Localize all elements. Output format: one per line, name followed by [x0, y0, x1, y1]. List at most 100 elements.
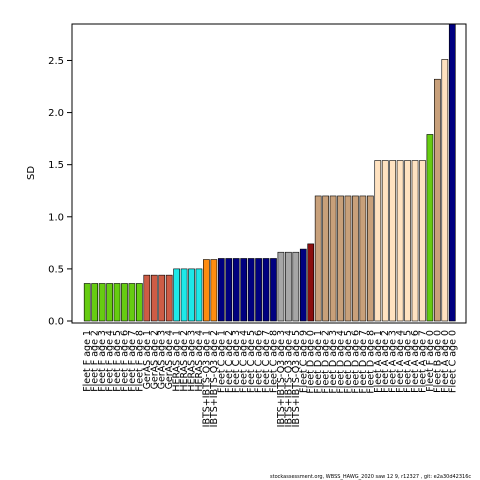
x-tick-label: Fleet C age 9: [298, 330, 309, 393]
bar: [307, 243, 315, 322]
x-tick-label: IBTS+IBTS-Q3 age 5: [291, 330, 302, 427]
bars-group: [83, 23, 456, 322]
bar: [381, 160, 389, 322]
bar: [366, 195, 374, 322]
x-tick-label: Fleet F age 7: [127, 330, 138, 392]
bar: [426, 134, 434, 322]
bar: [83, 283, 91, 322]
bar: [128, 283, 136, 322]
bar: [113, 283, 121, 322]
x-tick-label: Fleet C age 1: [216, 330, 227, 393]
bar: [396, 160, 404, 322]
bar: [143, 274, 151, 322]
bar: [203, 259, 210, 322]
x-tick-label: Fleet F age 8: [134, 330, 145, 392]
x-tick-label: Fleet D age 3: [328, 330, 339, 394]
bar: [165, 274, 173, 322]
bar: [448, 23, 456, 322]
bar: [180, 268, 188, 322]
x-tick-label: Fleet D age 2: [321, 330, 332, 394]
x-tick-label: GerAS age 3: [157, 330, 168, 389]
x-tick-label: Fleet F age 2: [90, 330, 101, 392]
x-tick-label: Fleet D age 0: [306, 330, 317, 394]
x-tick-label: Fleet F age 1: [82, 330, 93, 392]
x-tick-label: IBTS+IBTS-Q3 age 1: [201, 330, 212, 427]
bar: [277, 251, 285, 322]
bar: [411, 160, 419, 322]
bar: [292, 251, 300, 322]
bar: [158, 274, 166, 322]
x-tick-label: Fleet A age 5: [403, 330, 414, 393]
x-tick-label: Fleet D age 6: [350, 330, 361, 394]
bar: [329, 195, 337, 322]
bar: [173, 268, 180, 322]
x-tick-label: GerAS age 4: [164, 330, 175, 389]
plot-frame: [71, 23, 467, 324]
x-tick-label: Fleet A age 1: [373, 330, 384, 393]
y-axis-label: SD: [26, 166, 37, 180]
x-tick-label: Fleet D age 5: [343, 330, 354, 394]
x-tick-label: Fleet A age 4: [395, 330, 406, 393]
bar: [255, 258, 262, 322]
bar: [434, 78, 441, 322]
x-tick-label: Fleet F age 5: [112, 330, 123, 392]
x-tick-label: Fleet C age 4: [239, 330, 250, 393]
x-tick-label: GerAS age 1: [142, 330, 153, 389]
bar: [106, 283, 113, 322]
bar: [217, 258, 225, 322]
bar: [337, 195, 344, 322]
bar: [262, 258, 270, 322]
x-tick-label: GerAS age 2: [149, 330, 160, 389]
x-tick-label: Fleet F age 6: [119, 330, 130, 392]
bar: [98, 283, 106, 322]
y-tick-label: 0.0: [48, 317, 64, 328]
x-tick-label: Fleet D age 7: [358, 330, 369, 394]
y-tick-label: 2.5: [48, 56, 64, 67]
bar: [352, 195, 359, 322]
bar: [210, 259, 218, 322]
bar: [188, 268, 195, 322]
bar: [359, 195, 367, 322]
bar: [344, 195, 352, 322]
x-tick-label: Fleet A age 0: [440, 330, 451, 393]
bar: [247, 258, 255, 322]
bar: [195, 268, 203, 322]
bar: [389, 160, 397, 322]
x-tick-label: Fleet C age 6: [254, 330, 265, 393]
bar: [240, 258, 248, 322]
x-tick-label: Fleet C age 8: [268, 330, 279, 393]
x-tick-label: IBTS+IBTS-Q3 age 2: [209, 330, 220, 427]
x-tick-label: Fleet F age 3: [97, 330, 108, 392]
y-tick-label: 0.5: [48, 264, 64, 275]
x-tick-label: Fleet D age 1: [313, 330, 324, 394]
y-tick-label: 1.0: [48, 212, 64, 223]
bar: [150, 274, 158, 322]
x-tick-label: IBTS+IBTS-Q3 age 3: [276, 330, 287, 427]
bar: [225, 258, 233, 322]
y-tick-label: 1.5: [48, 160, 64, 171]
y-tick-label: 2.0: [48, 108, 64, 119]
x-tick-label: Fleet C age 3: [231, 330, 242, 393]
x-tick-label: HERAS age 3: [187, 330, 198, 392]
x-tick-label: Fleet B age 0: [432, 330, 443, 393]
bar: [136, 283, 143, 322]
x-tick-label: Fleet D age 4: [336, 330, 347, 394]
bar: [374, 160, 382, 322]
x-tick-label: Fleet A age 6: [410, 330, 421, 393]
bar: [322, 195, 329, 322]
bar: [270, 258, 277, 322]
x-tick-label: Fleet D age 8: [365, 330, 376, 394]
x-tick-label: Fleet A age 7: [417, 330, 428, 393]
bar: [121, 283, 128, 322]
bar: [441, 59, 449, 322]
bar: [419, 160, 426, 322]
footer-credit: stockassessment.org, WBSS_HAWG_2020 saw …: [270, 474, 472, 480]
x-tick-label: Fleet F age 4: [105, 330, 116, 392]
x-tick-label: Fleet C age 2: [224, 330, 235, 393]
bar: [314, 195, 322, 322]
bar: [404, 160, 411, 322]
bar: [285, 251, 292, 322]
x-tick-label: HERAS age 2: [179, 330, 190, 392]
x-tick-label: HERAS age 1: [172, 330, 183, 392]
